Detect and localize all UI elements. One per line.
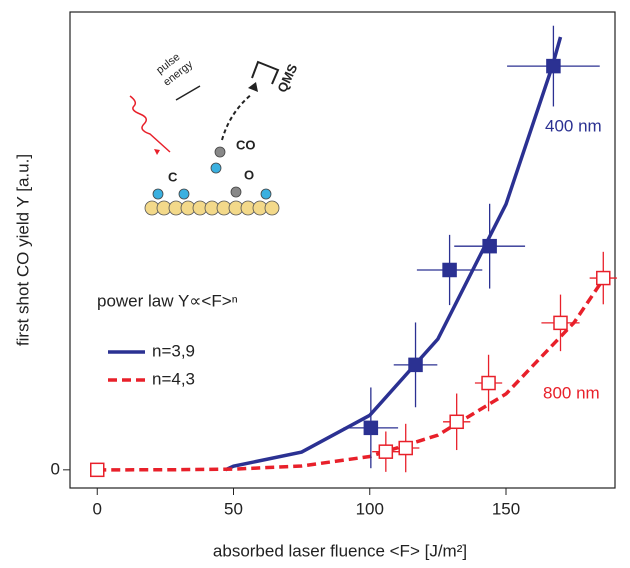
laser-pulse xyxy=(129,95,171,153)
desorption-arrowhead xyxy=(248,82,258,92)
inset-label: O xyxy=(244,167,254,182)
series-label: 400 nm xyxy=(545,116,602,135)
point xyxy=(398,440,413,456)
desorption-arrow xyxy=(221,93,253,141)
inset-label: QMS xyxy=(274,61,300,94)
series-label: 800 nm xyxy=(543,383,600,402)
x-tick-label: 100 xyxy=(356,499,384,518)
surface xyxy=(144,200,280,216)
adsorbates xyxy=(152,146,272,200)
qms-detector xyxy=(251,60,280,85)
x-tick-label: 50 xyxy=(224,499,243,518)
point xyxy=(90,462,105,478)
x-axis-label: absorbed laser fluence <F> [J/m²] xyxy=(213,541,467,560)
legend-label: n=3,9 xyxy=(152,341,195,360)
point xyxy=(442,262,457,278)
fit-curve xyxy=(224,36,563,472)
point xyxy=(481,375,496,391)
inset-label: C xyxy=(168,169,178,184)
point xyxy=(378,444,394,459)
fit-curve xyxy=(97,277,606,472)
laser-arrow xyxy=(154,149,160,155)
x-tick-label: 150 xyxy=(492,499,520,518)
point xyxy=(363,420,379,436)
legend-label: n=4,3 xyxy=(152,369,195,388)
legend-title: power law Y∝<F>ⁿ xyxy=(97,291,238,310)
energy-arrow xyxy=(175,85,201,101)
inset: pulse energy QMS CO C O xyxy=(129,51,300,216)
plot-frame xyxy=(69,11,616,489)
point xyxy=(546,58,561,74)
point xyxy=(449,414,464,430)
y-axis-label: first shot CO yield Y [a.u.] xyxy=(13,154,32,346)
point xyxy=(408,357,423,373)
point xyxy=(553,315,568,331)
point xyxy=(482,238,497,254)
y-tick-label: 0 xyxy=(51,459,60,478)
point xyxy=(596,270,611,286)
x-tick-label: 0 xyxy=(93,499,102,518)
inset-label: CO xyxy=(236,137,256,152)
